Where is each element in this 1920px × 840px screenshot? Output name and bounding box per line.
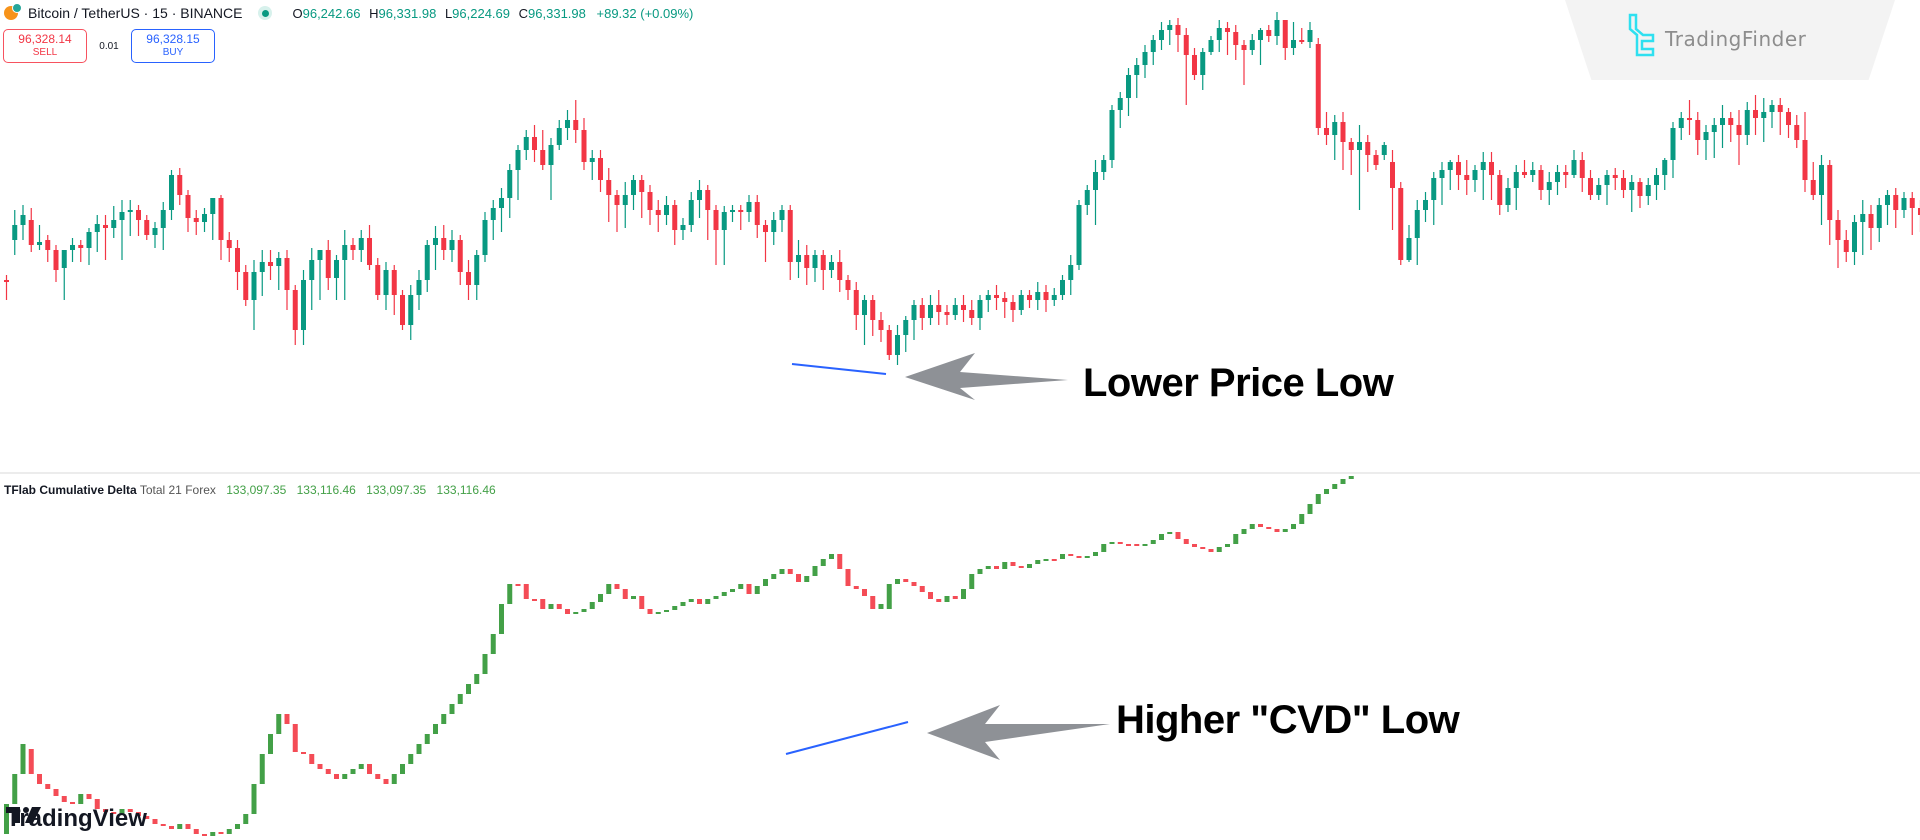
open-label: O [292,5,303,21]
change-value: +89.32 (+0.09%) [596,5,694,21]
indicator-open: 133,097.35 [226,483,287,497]
buy-price: 96,328.15 [146,32,200,46]
high-value: 96,331.98 [378,5,437,21]
tradingfinder-brand: TradingFinder [1665,27,1807,51]
bitcoin-icon [4,3,22,20]
symbol-title[interactable]: Bitcoin / TetherUS · 15 · BINANCE [28,5,243,21]
open-value: 96,242.66 [302,5,361,21]
indicator-high: 133,116.46 [296,483,356,497]
price-candles[interactable] [0,0,1920,472]
tradingview-watermark: TradingView [6,805,147,833]
lower-price-low-annotation: Lower Price Low [1083,361,1394,405]
pane-divider[interactable] [0,472,1920,474]
indicator-close: 133,116.46 [436,483,496,497]
indicator-params: Total 21 Forex [139,483,216,497]
tradingfinder-logo-icon [1628,13,1655,57]
sell-label: SELL [32,47,58,58]
sell-price: 96,328.14 [18,32,72,46]
cvd-indicator-pane[interactable]: TFlab Cumulative Delta Total 21 Forex 13… [0,474,1920,840]
buy-button[interactable]: 96,328.15 BUY [131,29,215,63]
close-value: 96,331.98 [528,5,586,21]
ohlc-values: O96,242.66 H96,331.98 L96,224.69 C96,331… [292,6,693,21]
trade-buttons: 96,328.14 SELL 0.01 96,328.15 BUY [3,29,215,63]
low-label: L [444,5,453,21]
indicator-low: 133,097.35 [366,483,427,497]
market-open-icon [258,6,273,20]
indicator-values: 133,097.35 133,116.46 133,097.35 133,116… [219,483,496,497]
sell-button[interactable]: 96,328.14 SELL [3,29,87,63]
tradingfinder-watermark: TradingFinder [1565,0,1915,80]
buy-label: BUY [162,47,184,58]
symbol-legend: Bitcoin / TetherUS · 15 · BINANCE O96,24… [4,3,693,21]
tradingview-logo-icon [6,807,41,823]
price-chart-pane[interactable]: Bitcoin / TetherUS · 15 · BINANCE O96,24… [0,0,1920,472]
close-label: C [518,5,529,21]
indicator-title: TFlab Cumulative Delta [4,483,137,497]
higher-cvd-low-annotation: Higher "CVD" Low [1116,698,1460,742]
indicator-legend[interactable]: TFlab Cumulative Delta Total 21 Forex 13… [4,483,496,497]
spread-value: 0.01 [99,40,119,52]
high-label: H [369,5,379,21]
cvd-candles[interactable] [0,474,1920,840]
low-value: 96,224.69 [452,5,511,21]
